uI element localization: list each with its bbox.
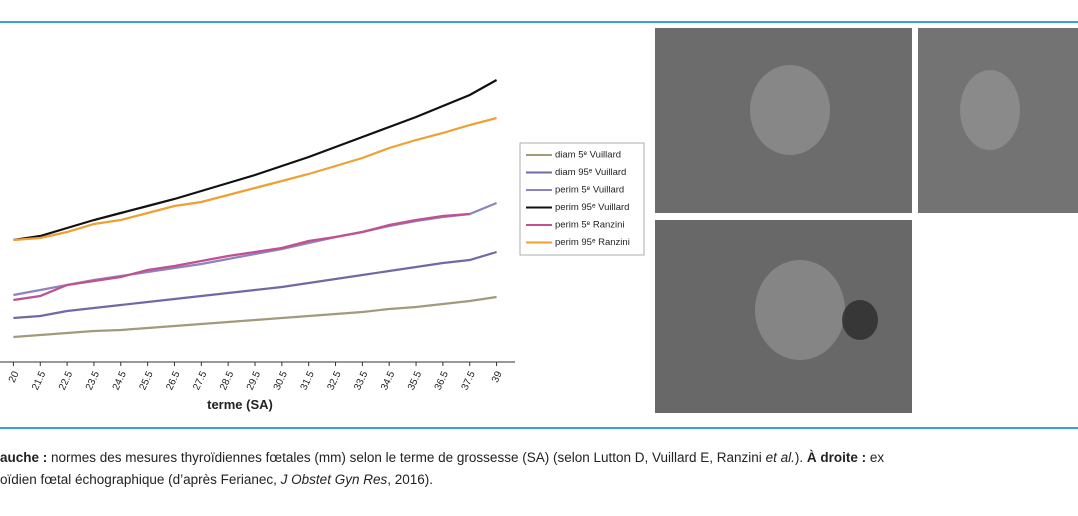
- x-tick-label: 22.5: [57, 369, 75, 392]
- x-tick-label: 29.5: [245, 369, 263, 392]
- x-tick-label: 37.5: [460, 369, 478, 392]
- series-line: [13, 79, 498, 242]
- caption-line: auche : normes des mesures thyroïdiennes…: [0, 450, 884, 465]
- caption-text: ex: [866, 450, 885, 465]
- series-line: [13, 116, 497, 242]
- legend-label: diam 5ᵉ Vuillard: [555, 150, 621, 161]
- x-tick-label: 36.5: [433, 369, 451, 392]
- legend-box: [519, 142, 645, 256]
- caption-text: oïdien fœtal échographique (d’après Feri…: [0, 472, 281, 487]
- legend-label: perim 95ᵉ Ranzini: [555, 237, 630, 248]
- x-tick-label: 31.5: [299, 369, 317, 392]
- caption-text: normes des mesures thyroïdiennes fœtales…: [47, 450, 766, 465]
- legend-label: diam 95ᵉ Vuillard: [555, 167, 626, 178]
- caption-line: oïdien fœtal échographique (d’après Feri…: [0, 472, 433, 487]
- x-tick-label: 30.5: [272, 369, 290, 392]
- ultrasound-images: [655, 28, 1078, 413]
- caption-text: J Obstet Gyn Res: [280, 472, 388, 487]
- legend-label: perim 5ᵉ Vuillard: [555, 185, 624, 196]
- caption-text: À droite :: [806, 450, 867, 465]
- caption-text: auche :: [0, 450, 48, 465]
- caption-text: , 2016).: [387, 472, 433, 487]
- caption-text: et al.: [765, 450, 795, 465]
- image-texture: [750, 65, 830, 155]
- x-tick-label: 34.5: [379, 369, 397, 392]
- series-line: [13, 295, 497, 339]
- x-tick-label: 20: [7, 369, 22, 384]
- series-line: [13, 212, 470, 302]
- x-tick-label: 21.5: [30, 369, 48, 392]
- legend-label: perim 95ᵉ Vuillard: [555, 202, 629, 213]
- image-texture: [960, 70, 1020, 150]
- x-tick-label: 26.5: [164, 369, 182, 392]
- x-axis-label: terme (SA): [207, 397, 273, 412]
- x-tick-label: 35.5: [406, 369, 424, 392]
- caption-text: ).: [794, 450, 807, 465]
- x-tick-label: 25.5: [138, 369, 156, 392]
- series-line: [13, 250, 497, 320]
- image-texture: [842, 300, 878, 340]
- x-tick-label: 27.5: [191, 369, 209, 392]
- x-tick-label: 33.5: [352, 369, 370, 392]
- x-tick-label: 23.5: [84, 369, 102, 392]
- x-tick-label: 39: [490, 369, 505, 384]
- image-texture: [755, 260, 845, 360]
- x-tick-label: 32.5: [325, 369, 343, 392]
- x-tick-label: 24.5: [111, 369, 129, 392]
- x-tick-label: 28.5: [218, 369, 236, 392]
- legend-label: perim 5ᵉ Ranzini: [555, 220, 625, 231]
